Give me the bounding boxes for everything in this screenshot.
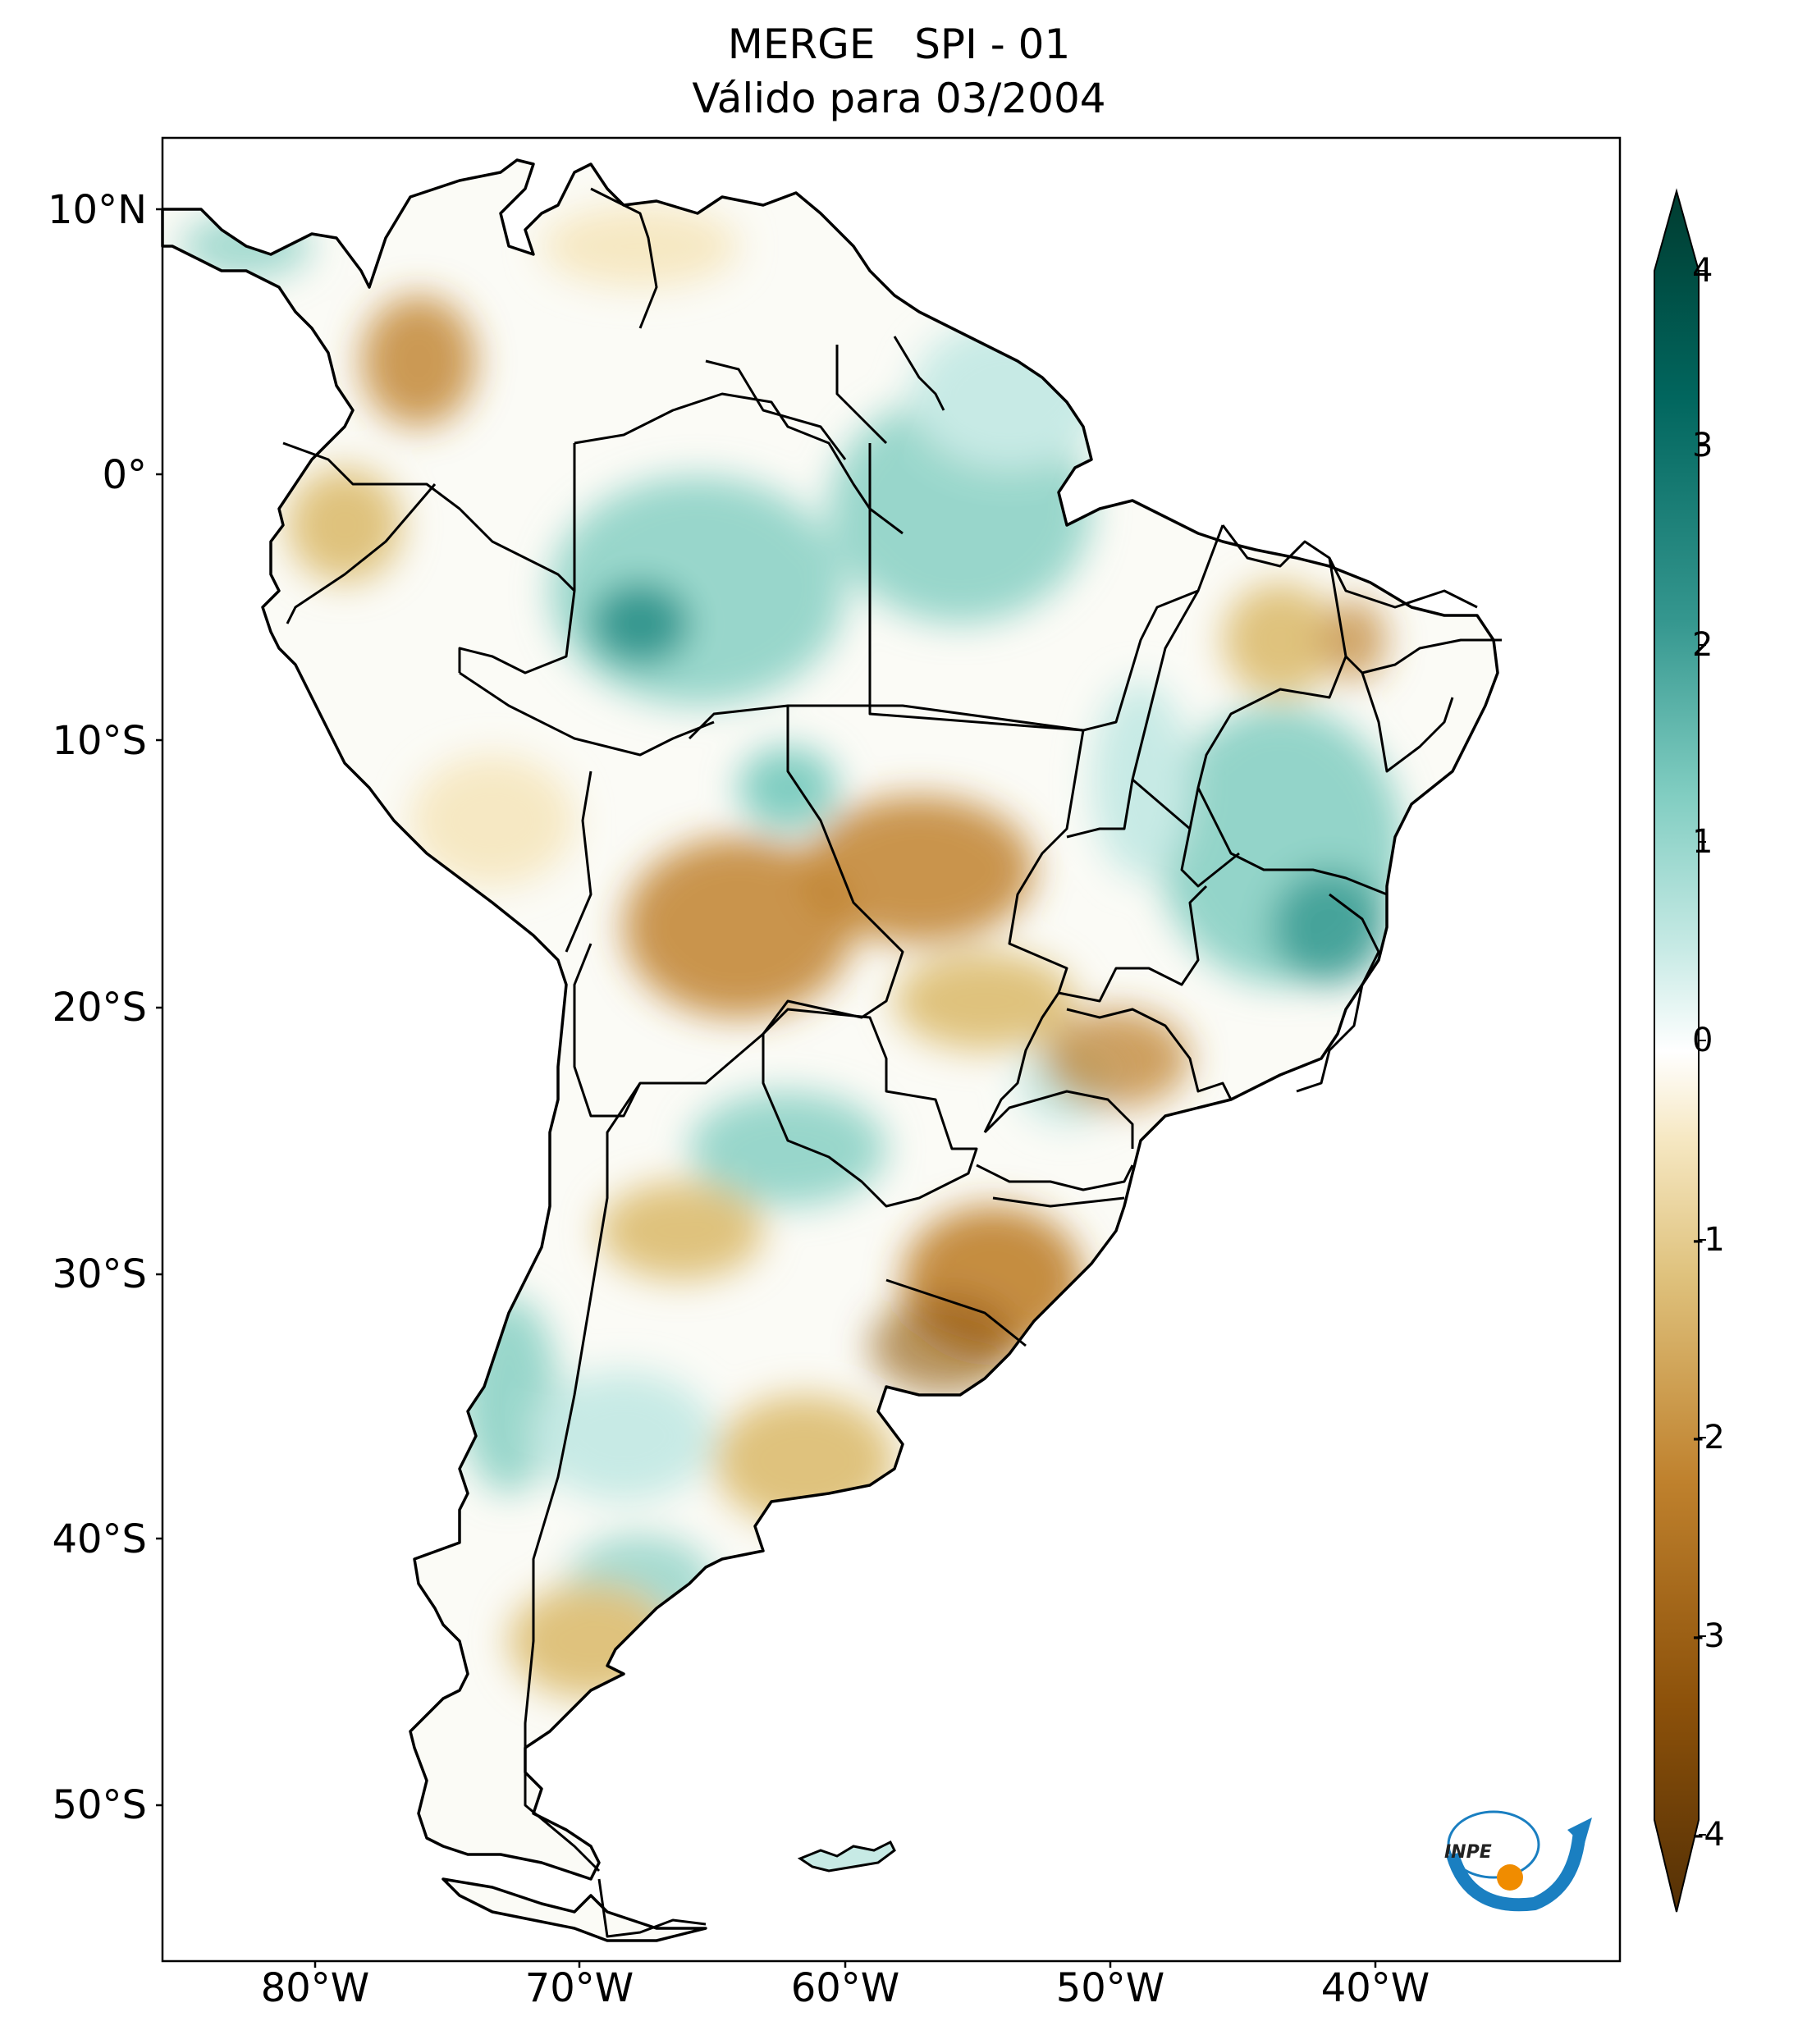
- lon-label: 70°W: [524, 1965, 634, 2011]
- lat-label: 10°N: [48, 187, 147, 233]
- colorbar-bar: [1654, 188, 1700, 1913]
- map-title: MERGE SPI - 01: [727, 21, 1071, 68]
- borders: [282, 187, 1502, 1938]
- map-subtitle: Válido para 03/2004: [692, 75, 1106, 122]
- lon-label: 60°W: [790, 1965, 900, 2011]
- colorbar-tick-label: 0: [1692, 1022, 1713, 1059]
- colorbar-tick-label: 2: [1692, 626, 1713, 664]
- continent-outline: [161, 158, 1499, 1942]
- lat-label: 30°S: [52, 1251, 147, 1297]
- colorbar-tick-label: -4: [1692, 1816, 1725, 1854]
- colorbar-tick-label: 1: [1692, 823, 1713, 861]
- colorbar: [1654, 188, 1706, 1913]
- lon-label: 80°W: [260, 1965, 370, 2011]
- lat-label: 20°S: [52, 985, 147, 1031]
- lat-label: 0°: [102, 452, 147, 498]
- colorbar-tick-label: -2: [1692, 1419, 1725, 1456]
- lat-label: 10°S: [52, 718, 147, 764]
- lat-label: 50°S: [52, 1782, 147, 1828]
- axis-ticks: [156, 208, 1377, 1968]
- falkland-islands: [797, 1840, 896, 1873]
- colorbar-tick-label: -1: [1692, 1221, 1725, 1259]
- inpe-logo: [1446, 1810, 1592, 1912]
- colorbar-tick-label: -3: [1692, 1617, 1725, 1655]
- colorbar-tick-label: 3: [1692, 427, 1713, 464]
- colorbar-tick-label: 4: [1692, 252, 1713, 290]
- lat-label: 40°S: [52, 1516, 147, 1562]
- inpe-logo-text: INPE: [1444, 1842, 1492, 1863]
- lon-label: 50°W: [1055, 1965, 1165, 2011]
- lon-label: 40°W: [1320, 1965, 1430, 2011]
